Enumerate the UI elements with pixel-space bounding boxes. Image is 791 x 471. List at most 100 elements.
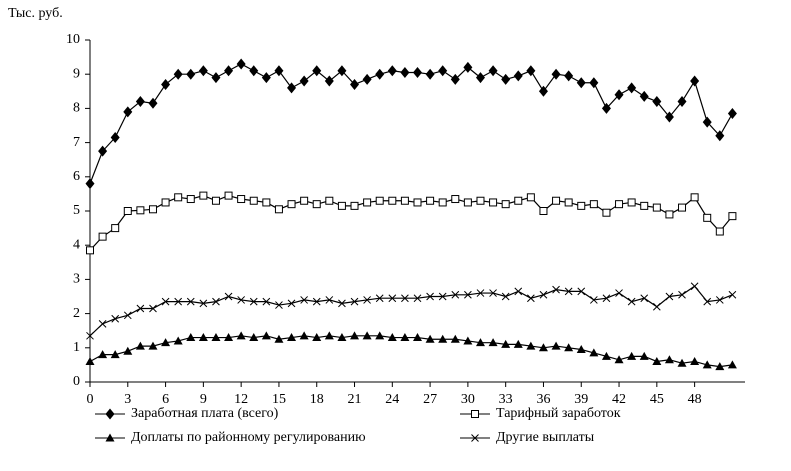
legend-label: Заработная плата (всего) bbox=[131, 406, 279, 421]
data-point bbox=[337, 201, 346, 210]
data-point bbox=[300, 196, 309, 205]
data-point bbox=[186, 333, 196, 342]
data-point bbox=[211, 333, 221, 342]
data-point bbox=[312, 297, 321, 306]
legend-marker bbox=[471, 410, 479, 418]
data-point bbox=[287, 82, 297, 94]
data-point bbox=[98, 350, 108, 359]
x-tick-label: 21 bbox=[348, 392, 362, 407]
data-point bbox=[690, 282, 699, 291]
data-point bbox=[690, 356, 700, 365]
data-point bbox=[526, 193, 535, 202]
data-point bbox=[261, 72, 271, 84]
data-point bbox=[602, 208, 611, 217]
series-line bbox=[89, 63, 733, 184]
data-point bbox=[274, 205, 283, 214]
data-point bbox=[475, 72, 485, 84]
data-point bbox=[577, 201, 586, 210]
data-point bbox=[489, 289, 497, 297]
data-point bbox=[212, 297, 220, 306]
data-point bbox=[148, 205, 157, 214]
legend-label: Тарифный заработок bbox=[496, 406, 621, 421]
data-point bbox=[161, 338, 171, 347]
data-point bbox=[602, 294, 611, 303]
data-point bbox=[300, 296, 308, 304]
data-point bbox=[438, 65, 448, 77]
data-point bbox=[224, 333, 234, 342]
data-point bbox=[400, 66, 410, 78]
data-point bbox=[627, 82, 637, 94]
data-point bbox=[86, 331, 94, 340]
data-point bbox=[702, 116, 712, 128]
data-point bbox=[526, 65, 536, 77]
data-point bbox=[249, 196, 258, 205]
data-point bbox=[727, 108, 737, 120]
data-point bbox=[640, 294, 649, 303]
data-point bbox=[299, 75, 309, 87]
data-point bbox=[148, 341, 158, 350]
data-point bbox=[299, 331, 309, 340]
data-point bbox=[463, 198, 472, 207]
legend-marker bbox=[105, 433, 115, 442]
data-point bbox=[136, 304, 145, 313]
data-point bbox=[438, 334, 448, 343]
data-point bbox=[564, 287, 573, 296]
data-point bbox=[324, 331, 334, 340]
data-point bbox=[413, 333, 422, 342]
data-point bbox=[513, 70, 523, 82]
data-point bbox=[678, 290, 686, 299]
data-point bbox=[249, 297, 258, 306]
data-point bbox=[425, 334, 435, 343]
data-point bbox=[703, 297, 712, 306]
data-point bbox=[464, 290, 472, 299]
data-point bbox=[451, 195, 460, 204]
data-point bbox=[614, 89, 624, 101]
data-point bbox=[249, 65, 259, 77]
data-point bbox=[476, 196, 485, 205]
data-point bbox=[501, 292, 510, 301]
data-point bbox=[627, 297, 636, 306]
data-point bbox=[538, 343, 548, 352]
data-point bbox=[639, 351, 649, 360]
data-point bbox=[161, 78, 171, 90]
data-point bbox=[413, 66, 422, 78]
data-point bbox=[135, 341, 145, 350]
data-point bbox=[337, 333, 347, 342]
data-point bbox=[287, 299, 296, 308]
data-point bbox=[312, 200, 321, 209]
y-tick-label: 10 bbox=[66, 32, 80, 47]
data-point bbox=[551, 68, 561, 80]
data-point bbox=[111, 224, 120, 233]
x-tick-label: 42 bbox=[612, 392, 626, 407]
data-point bbox=[438, 198, 447, 207]
data-point bbox=[123, 106, 133, 118]
data-point bbox=[149, 304, 157, 313]
data-point bbox=[161, 198, 170, 207]
data-point bbox=[224, 65, 234, 77]
data-point bbox=[425, 68, 435, 80]
data-point bbox=[463, 61, 473, 73]
data-point bbox=[728, 290, 737, 299]
data-point bbox=[363, 198, 372, 207]
data-point bbox=[513, 339, 523, 348]
data-point bbox=[324, 75, 334, 87]
data-point bbox=[350, 201, 359, 210]
data-point bbox=[262, 198, 271, 207]
legend-marker bbox=[105, 408, 115, 420]
data-point bbox=[287, 333, 297, 342]
data-point bbox=[123, 311, 132, 320]
data-point bbox=[715, 362, 725, 371]
data-point bbox=[375, 68, 385, 80]
data-point bbox=[476, 289, 485, 297]
data-point bbox=[652, 356, 662, 365]
data-point bbox=[110, 131, 120, 143]
data-point bbox=[450, 334, 460, 343]
data-point bbox=[400, 333, 410, 342]
data-point bbox=[211, 72, 221, 84]
data-point bbox=[703, 213, 712, 222]
data-point bbox=[514, 196, 523, 205]
data-point bbox=[338, 299, 346, 308]
data-point bbox=[110, 350, 120, 359]
